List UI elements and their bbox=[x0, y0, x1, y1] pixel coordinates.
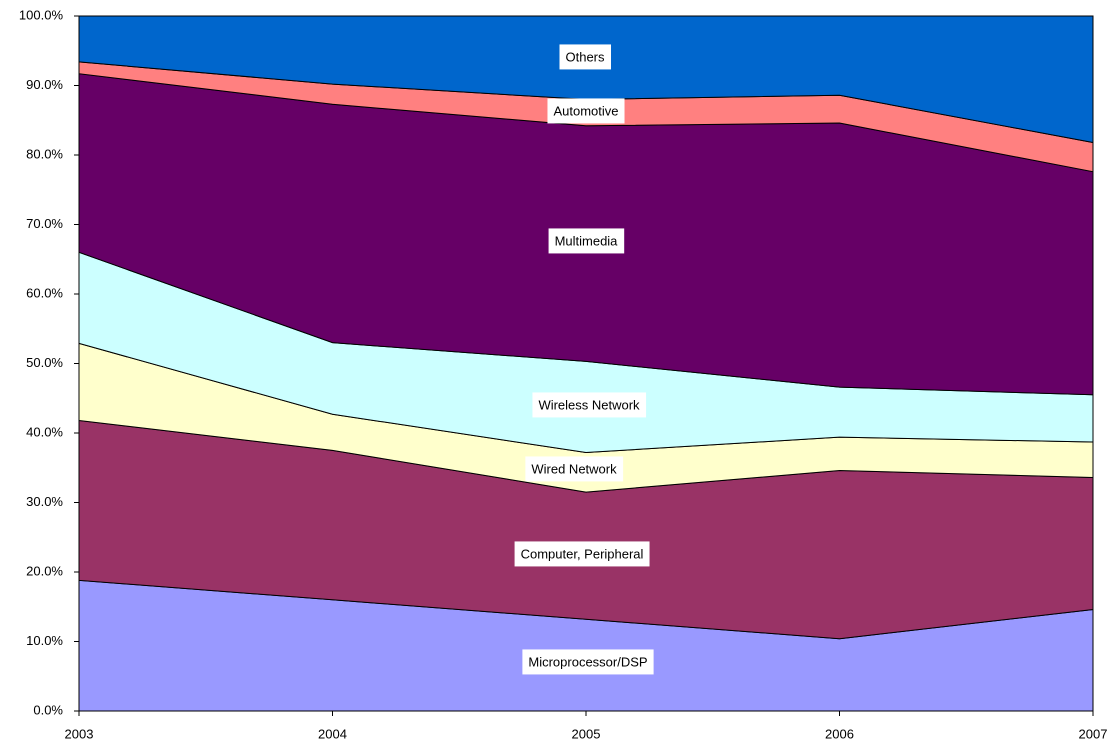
series-label: Microprocessor/DSP bbox=[522, 649, 654, 675]
y-tick-label: 0.0% bbox=[33, 702, 63, 717]
series-label-box bbox=[547, 98, 625, 124]
y-tick-label: 90.0% bbox=[26, 77, 63, 92]
y-tick-label: 40.0% bbox=[26, 424, 63, 439]
series-label: Wireless Network bbox=[532, 392, 647, 418]
x-tick-label: 2005 bbox=[572, 726, 601, 741]
x-tick-label: 2006 bbox=[825, 726, 854, 741]
series-label-text: Computer, Peripheral bbox=[521, 546, 644, 561]
series-label-box bbox=[525, 456, 624, 482]
y-tick-label: 80.0% bbox=[26, 146, 63, 161]
x-tick-label: 2003 bbox=[65, 726, 94, 741]
series-label: Wired Network bbox=[525, 456, 624, 482]
series-label-text: Microprocessor/DSP bbox=[528, 654, 647, 669]
y-tick-label: 20.0% bbox=[26, 563, 63, 578]
y-tick-label: 30.0% bbox=[26, 494, 63, 509]
x-tick-label: 2007 bbox=[1079, 726, 1108, 741]
series-label-box bbox=[559, 44, 612, 70]
series-label-text: Multimedia bbox=[555, 233, 619, 248]
series-label-box bbox=[548, 228, 625, 254]
y-tick-label: 50.0% bbox=[26, 355, 63, 370]
series-label: Multimedia bbox=[548, 228, 625, 254]
y-tick-label: 100.0% bbox=[19, 7, 64, 22]
series-label-text: Wireless Network bbox=[538, 397, 640, 412]
series-label-box bbox=[514, 541, 650, 567]
series-label-text: Others bbox=[565, 49, 605, 64]
series-label-text: Automotive bbox=[553, 103, 618, 118]
x-tick-label: 2004 bbox=[318, 726, 347, 741]
series-label-text: Wired Network bbox=[531, 461, 617, 476]
series-label-box bbox=[532, 392, 647, 418]
y-tick-label: 70.0% bbox=[26, 216, 63, 231]
series-label: Others bbox=[559, 44, 612, 70]
y-tick-label: 10.0% bbox=[26, 633, 63, 648]
series-label-box bbox=[522, 649, 654, 675]
series-label: Computer, Peripheral bbox=[514, 541, 650, 567]
series-label: Automotive bbox=[547, 98, 625, 124]
y-tick-label: 60.0% bbox=[26, 285, 63, 300]
